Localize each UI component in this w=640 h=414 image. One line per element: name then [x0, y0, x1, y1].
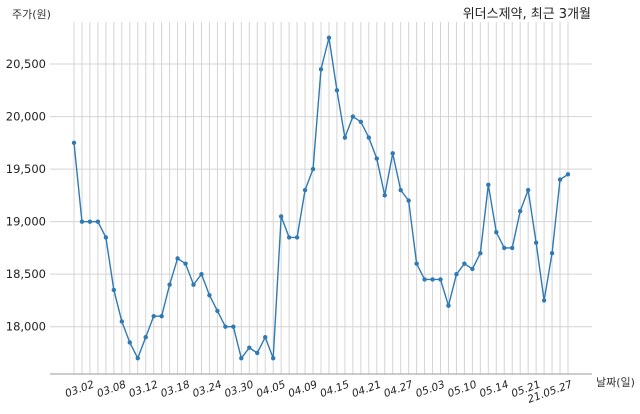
price-point [502, 245, 507, 251]
price-point [318, 67, 324, 72]
price-point [215, 308, 220, 314]
x-tick-label: 03.18 [159, 378, 192, 400]
price-point [294, 235, 300, 240]
x-tick-label: 03.02 [64, 378, 97, 400]
price-point [270, 356, 276, 361]
x-tick-label: 03.08 [95, 378, 128, 400]
x-axis-label: 날짜(일) [596, 375, 635, 389]
price-point [103, 235, 109, 240]
price-point [382, 193, 387, 198]
price-point [414, 261, 419, 266]
price-point [302, 187, 308, 193]
price-point [486, 182, 491, 188]
price-point [533, 240, 539, 245]
price-point [430, 277, 435, 282]
price-point [159, 314, 164, 319]
x-tick-label: 05.10 [446, 378, 479, 400]
price-point [207, 292, 212, 298]
price-point [119, 319, 125, 324]
price-point [143, 335, 148, 340]
price-point [263, 335, 268, 340]
x-tick-labels: 03.02 03.08 03.12 03.18 03.24 03.30 04.05 04.09… [64, 378, 575, 405]
price-point [358, 119, 364, 125]
price-point [549, 250, 555, 256]
price-point [366, 135, 372, 140]
price-point [255, 350, 260, 356]
chart-title: 위더스제약, 최근 3개월 [463, 7, 591, 22]
price-point [557, 177, 563, 182]
y-axis-label: 주가(원) [12, 8, 51, 21]
price-point [438, 277, 443, 282]
price-point [565, 172, 571, 177]
price-point [517, 208, 523, 214]
price-point [278, 214, 284, 219]
y-tick-label: 20,500 [6, 57, 46, 71]
price-point [350, 114, 356, 119]
price-point [223, 324, 228, 329]
price-point [334, 88, 340, 93]
price-point [541, 298, 547, 303]
price-point [127, 340, 132, 345]
price-point [310, 166, 316, 172]
price-point [342, 135, 348, 140]
price-point [199, 271, 204, 277]
price-point [478, 250, 483, 256]
price-point [167, 282, 172, 287]
y-tick-label: 20,000 [6, 110, 46, 124]
x-tick-label: 03.24 [191, 379, 223, 401]
price-point [71, 140, 77, 146]
price-point [135, 356, 140, 361]
y-tick-labels: 18,000 18,500 19,000 19,500 20,000 20,500 [6, 57, 46, 334]
price-point [239, 356, 244, 361]
price-point [374, 156, 379, 161]
x-tick-label: 05.03 [414, 379, 446, 401]
price-point [247, 345, 252, 350]
x-tick-label: 05.14 [478, 379, 510, 401]
y-tick-label: 19,500 [6, 162, 46, 176]
price-point [525, 187, 531, 193]
price-point [151, 314, 156, 319]
price-point [398, 187, 403, 193]
price-point [470, 266, 475, 272]
price-point [79, 219, 85, 224]
price-point [390, 151, 395, 156]
price-point [286, 235, 292, 240]
x-tick-label: 04.09 [287, 378, 320, 400]
price-point [95, 219, 101, 224]
price-point [183, 261, 188, 266]
grid-layer [50, 22, 592, 374]
x-tick-label: 03.12 [127, 378, 160, 400]
price-point [510, 245, 515, 251]
y-tick-label: 18,000 [6, 320, 46, 334]
y-tick-label: 19,000 [6, 215, 46, 229]
y-tick-label: 18,500 [6, 267, 46, 281]
price-point [494, 229, 499, 235]
price-point [87, 219, 93, 224]
x-tick-label: 03.30 [223, 378, 256, 400]
price-point [111, 287, 117, 293]
x-tick-label: 04.21 [350, 379, 382, 401]
price-point [326, 35, 332, 40]
x-tick-label: 04.27 [382, 378, 415, 400]
price-point [175, 256, 180, 261]
price-point [191, 282, 196, 287]
x-tick-label: 04.15 [319, 378, 352, 400]
price-point [231, 324, 236, 329]
x-tick-label: 04.05 [255, 378, 288, 400]
price-point [454, 271, 459, 277]
price-point [446, 303, 451, 308]
price-point [462, 261, 467, 266]
price-points [71, 35, 571, 361]
price-point [422, 277, 427, 282]
price-point [406, 198, 411, 203]
